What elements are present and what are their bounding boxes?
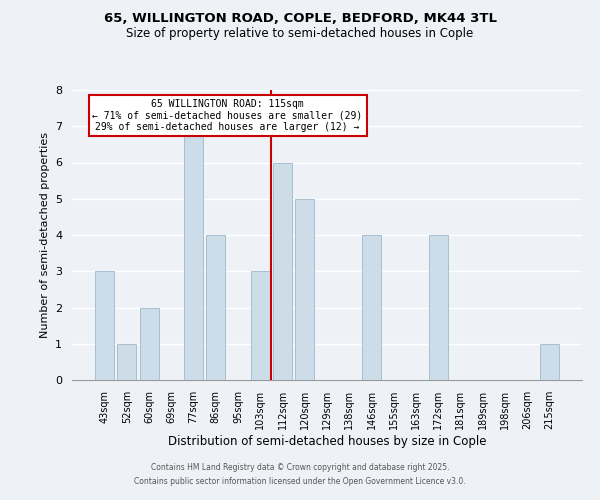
Text: 65 WILLINGTON ROAD: 115sqm
← 71% of semi-detached houses are smaller (29)
29% of: 65 WILLINGTON ROAD: 115sqm ← 71% of semi…	[92, 98, 362, 132]
Bar	[362, 235, 381, 380]
Text: Contains public sector information licensed under the Open Government Licence v3: Contains public sector information licen…	[134, 477, 466, 486]
Bar	[273, 162, 292, 380]
Bar	[118, 344, 136, 380]
X-axis label: Distribution of semi-detached houses by size in Cople: Distribution of semi-detached houses by …	[168, 434, 486, 448]
Text: Size of property relative to semi-detached houses in Cople: Size of property relative to semi-detach…	[127, 28, 473, 40]
Bar	[184, 126, 203, 380]
Bar	[429, 235, 448, 380]
Bar	[140, 308, 158, 380]
Text: Contains HM Land Registry data © Crown copyright and database right 2025.: Contains HM Land Registry data © Crown c…	[151, 464, 449, 472]
Bar	[540, 344, 559, 380]
Bar	[95, 271, 114, 380]
Bar	[295, 198, 314, 380]
Bar	[251, 271, 270, 380]
Text: 65, WILLINGTON ROAD, COPLE, BEDFORD, MK44 3TL: 65, WILLINGTON ROAD, COPLE, BEDFORD, MK4…	[104, 12, 497, 26]
Y-axis label: Number of semi-detached properties: Number of semi-detached properties	[40, 132, 50, 338]
Bar	[206, 235, 225, 380]
